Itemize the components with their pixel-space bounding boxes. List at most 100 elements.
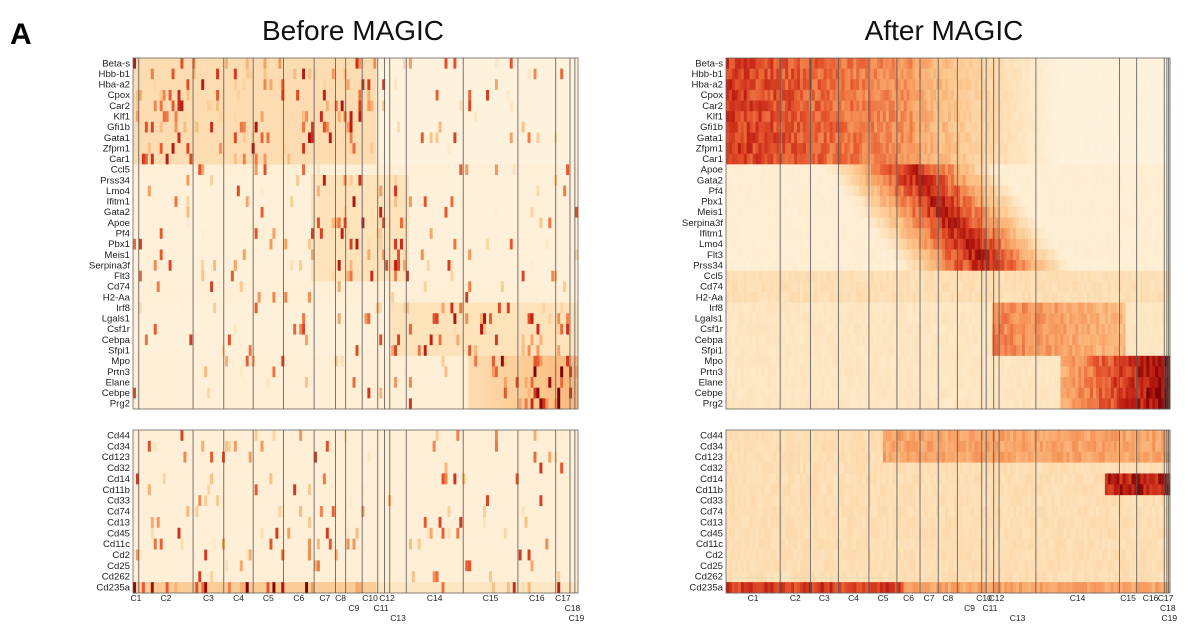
heatmap-cell xyxy=(494,68,499,80)
heatmap-cell xyxy=(201,196,205,208)
heatmap-cell xyxy=(299,249,303,261)
heatmap-cell xyxy=(174,100,178,112)
heatmap-cell xyxy=(494,121,499,133)
heatmap-cell xyxy=(420,121,425,133)
heatmap-cell xyxy=(198,323,202,335)
heatmap-cell xyxy=(192,100,196,112)
heatmap-cell xyxy=(278,175,282,187)
heatmap-cell xyxy=(269,185,273,197)
heatmap-cell xyxy=(165,217,169,229)
heatmap-cell xyxy=(201,323,205,335)
heatmap-cell xyxy=(515,111,520,123)
heatmap-cell xyxy=(400,175,404,187)
heatmap-cell xyxy=(530,313,534,325)
heatmap-cell xyxy=(207,68,211,80)
heatmap-cell xyxy=(177,377,181,389)
heatmap-cell xyxy=(204,249,208,261)
heatmap-cell xyxy=(400,377,404,389)
heatmap-cell xyxy=(557,281,561,293)
heatmap-cell xyxy=(263,143,267,155)
heatmap-cell xyxy=(450,249,454,261)
heatmap-cell xyxy=(391,334,395,346)
heatmap-cell xyxy=(219,185,223,197)
heatmap-cell xyxy=(186,355,190,367)
heatmap-cell xyxy=(438,270,442,282)
heatmap-cell xyxy=(524,68,528,80)
heatmap-cell xyxy=(331,377,336,389)
heatmap-cell xyxy=(355,132,359,144)
heatmap-cell xyxy=(367,58,371,70)
heatmap-cell xyxy=(483,185,487,197)
row-label: Beta-s xyxy=(102,58,130,69)
heatmap-cell xyxy=(293,121,297,133)
heatmap-cell xyxy=(133,334,137,346)
heatmap-cell xyxy=(420,366,425,378)
heatmap-cell xyxy=(245,206,250,218)
heatmap-cell xyxy=(405,270,410,282)
heatmap-cell xyxy=(272,334,276,346)
heatmap-cell xyxy=(322,228,327,240)
heatmap-cell xyxy=(340,153,345,165)
heatmap-cell xyxy=(272,100,276,112)
heatmap-cell xyxy=(260,260,264,272)
heatmap-cell xyxy=(171,345,175,357)
heatmap-cell xyxy=(189,111,193,123)
heatmap-cell xyxy=(293,228,297,240)
heatmap-cell xyxy=(266,206,270,218)
heatmap-cell xyxy=(153,153,158,165)
heatmap-cell xyxy=(248,270,253,282)
heatmap-cell xyxy=(287,281,291,293)
heatmap-cell xyxy=(254,366,258,378)
heatmap-cell xyxy=(135,334,140,346)
heatmap-cell xyxy=(313,228,318,240)
heatmap-cell xyxy=(447,260,451,272)
heatmap-cell xyxy=(563,355,567,367)
heatmap-cell xyxy=(141,313,146,325)
heatmap-cell xyxy=(456,334,460,346)
heatmap-cell xyxy=(423,68,428,80)
heatmap-cell xyxy=(462,164,466,176)
heatmap-cell xyxy=(272,355,276,367)
heatmap-cell xyxy=(150,355,155,367)
heatmap-cell xyxy=(417,377,422,389)
heatmap-cell xyxy=(533,228,537,240)
heatmap-cell xyxy=(382,89,386,101)
heatmap-cell xyxy=(192,121,196,133)
heatmap-cell xyxy=(284,132,288,144)
heatmap-cell xyxy=(506,366,511,378)
heatmap-cell xyxy=(236,238,241,250)
heatmap-cell xyxy=(551,175,555,187)
heatmap-cell xyxy=(462,185,466,197)
heatmap-cell xyxy=(512,100,517,112)
heatmap-cell xyxy=(346,313,350,325)
heatmap-cell xyxy=(171,323,175,335)
heatmap-cell xyxy=(189,185,193,197)
heatmap-cell xyxy=(230,100,235,112)
heatmap-cell xyxy=(402,292,407,304)
heatmap-cell xyxy=(308,153,312,165)
heatmap-cell xyxy=(414,143,419,155)
heatmap-cell xyxy=(171,58,175,70)
heatmap-cell xyxy=(477,132,481,144)
heatmap-cell xyxy=(138,132,143,144)
heatmap-cell xyxy=(524,217,528,229)
heatmap-cell xyxy=(290,334,294,346)
heatmap-cell xyxy=(257,334,261,346)
heatmap-cell xyxy=(144,89,149,101)
heatmap-cell xyxy=(545,58,549,70)
row-label: Irf8 xyxy=(116,303,130,314)
heatmap-cell xyxy=(486,153,490,165)
heatmap-cell xyxy=(266,302,270,314)
heatmap-cell xyxy=(242,228,247,240)
heatmap-cell xyxy=(385,323,389,335)
heatmap-cell xyxy=(272,185,276,197)
heatmap-cell xyxy=(373,79,377,91)
heatmap-cell xyxy=(340,313,345,325)
heatmap-cell xyxy=(453,153,457,165)
heatmap-cell xyxy=(385,398,389,410)
heatmap-cell xyxy=(135,196,140,208)
heatmap-cell xyxy=(227,238,232,250)
heatmap-cell xyxy=(379,206,383,218)
heatmap-cell xyxy=(242,175,247,187)
heatmap-cell xyxy=(311,355,315,367)
